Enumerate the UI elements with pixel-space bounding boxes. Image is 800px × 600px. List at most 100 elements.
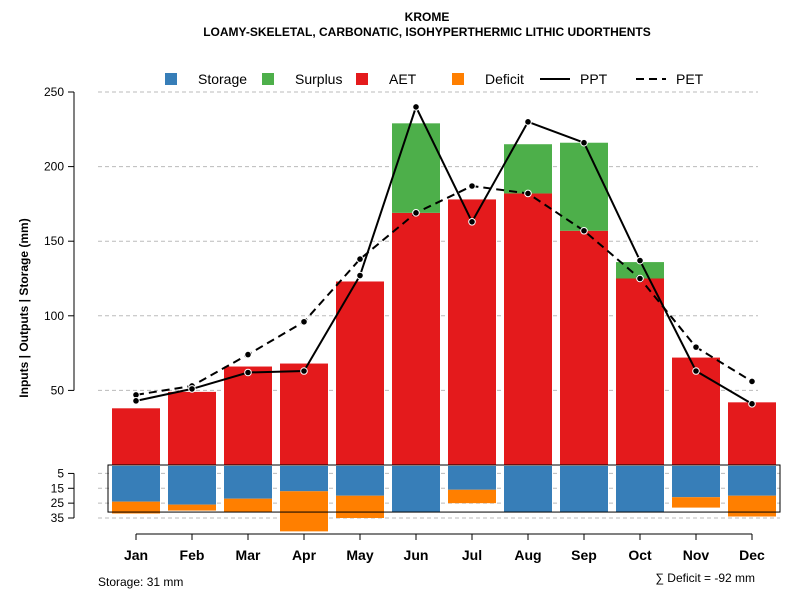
- x-tick-label: Aug: [514, 547, 541, 563]
- ppt-point: [748, 400, 756, 408]
- legend-label-pet: PET: [676, 71, 704, 87]
- pet-point: [692, 343, 700, 351]
- y-tick-label-bottom: 5: [57, 466, 64, 480]
- legend-label-aet: AET: [389, 71, 417, 87]
- storage-bar: [616, 466, 664, 513]
- storage-bar: [224, 466, 272, 499]
- legend-swatch-deficit: [452, 73, 464, 85]
- storage-bar: [672, 466, 720, 498]
- chart-subtitle: LOAMY-SKELETAL, CARBONATIC, ISOHYPERTHER…: [203, 25, 651, 39]
- x-tick-label: Mar: [236, 547, 261, 563]
- pet-point: [636, 274, 644, 283]
- aet-bar: [560, 230, 608, 465]
- ppt-point: [188, 385, 196, 393]
- storage-bar: [336, 466, 384, 496]
- ppt-point: [412, 103, 420, 111]
- y-tick-label-bottom: 15: [51, 481, 65, 495]
- lines: [132, 103, 756, 408]
- y-tick-label-top: 200: [44, 160, 64, 174]
- ppt-point: [356, 271, 364, 280]
- deficit-bar: [224, 498, 272, 513]
- footer-deficit: ∑ Deficit = -92 mm: [655, 571, 755, 585]
- y-tick-label-bottom: 25: [51, 496, 65, 510]
- pet-point: [300, 317, 308, 326]
- storage-bar: [392, 466, 440, 513]
- surplus-bar: [616, 262, 664, 279]
- aet-bar: [672, 357, 720, 465]
- deficit-bar: [112, 501, 160, 514]
- legend-label-deficit: Deficit: [485, 71, 524, 87]
- deficit-bar: [336, 495, 384, 518]
- y-tick-label-bottom: 35: [51, 511, 65, 525]
- storage-bar: [280, 466, 328, 492]
- storage-bar: [112, 466, 160, 502]
- pet-line: [135, 184, 753, 396]
- legend-label-storage: Storage: [198, 71, 247, 87]
- ppt-point: [636, 256, 644, 265]
- storage-bar: [168, 466, 216, 505]
- legend-label-ppt: PPT: [580, 71, 608, 87]
- ppt-point: [244, 368, 252, 377]
- surplus-bar: [392, 123, 440, 213]
- x-tick-label: Dec: [739, 547, 765, 563]
- x-tick-label: Oct: [628, 547, 652, 563]
- x-tick-label: Nov: [683, 547, 710, 563]
- ppt-point: [580, 138, 588, 147]
- x-tick-label: Apr: [292, 547, 317, 563]
- legend-label-surplus: Surplus: [295, 71, 342, 87]
- ppt-point: [132, 397, 140, 405]
- pet-point: [580, 226, 588, 235]
- deficit-bar: [280, 491, 328, 532]
- x-tick-label: May: [346, 547, 373, 563]
- footer-storage: Storage: 31 mm: [98, 575, 183, 589]
- pet-point: [748, 377, 756, 386]
- ppt-point: [692, 367, 700, 375]
- y-tick-label-top: 250: [44, 85, 64, 99]
- aet-bar: [112, 408, 160, 465]
- deficit-bar: [168, 504, 216, 511]
- aet-bar: [280, 363, 328, 465]
- deficit-bar: [448, 489, 496, 504]
- storage-bar: [504, 466, 552, 513]
- legend-swatch-storage: [165, 73, 177, 85]
- legend-swatch-surplus: [262, 73, 274, 85]
- aet-bar: [504, 193, 552, 465]
- ppt-point: [468, 218, 476, 226]
- aet-bar: [616, 278, 664, 465]
- bars: [107, 123, 781, 532]
- ppt-point: [300, 367, 308, 375]
- chart-title: KROME: [405, 10, 450, 24]
- storage-bar: [448, 466, 496, 490]
- ppt-line: [135, 104, 753, 405]
- storage-bar: [728, 466, 776, 496]
- pet-point: [468, 182, 476, 190]
- pet-point: [524, 189, 532, 198]
- y-tick-label-top: 100: [44, 309, 64, 323]
- y-axis-label: Inputs | Outputs | Storage (mm): [17, 218, 31, 397]
- aet-bar: [168, 391, 216, 465]
- ppt-point: [524, 118, 532, 126]
- x-tick-label: Jun: [404, 547, 429, 563]
- deficit-bar: [672, 497, 720, 508]
- x-tick-label: Feb: [180, 547, 205, 563]
- x-tick-label: Sep: [571, 547, 597, 563]
- pet-point: [244, 350, 252, 359]
- aet-bar: [728, 402, 776, 465]
- pet-point: [356, 255, 364, 263]
- surplus-bar: [560, 142, 608, 231]
- aet-bar: [392, 212, 440, 465]
- y-tick-label-top: 50: [51, 383, 65, 397]
- deficit-bar: [728, 495, 776, 517]
- y-tick-label-top: 150: [44, 234, 64, 248]
- x-tick-label: Jul: [462, 547, 482, 563]
- legend: Storage Surplus AET Deficit PPT PET: [165, 71, 704, 87]
- storage-panel-border: [107, 464, 781, 513]
- legend-swatch-aet: [356, 73, 368, 85]
- x-tick-label: Jan: [124, 547, 148, 563]
- pet-point: [412, 209, 420, 217]
- aet-bar: [448, 199, 496, 465]
- aet-bar: [224, 366, 272, 465]
- aet-bar: [336, 281, 384, 465]
